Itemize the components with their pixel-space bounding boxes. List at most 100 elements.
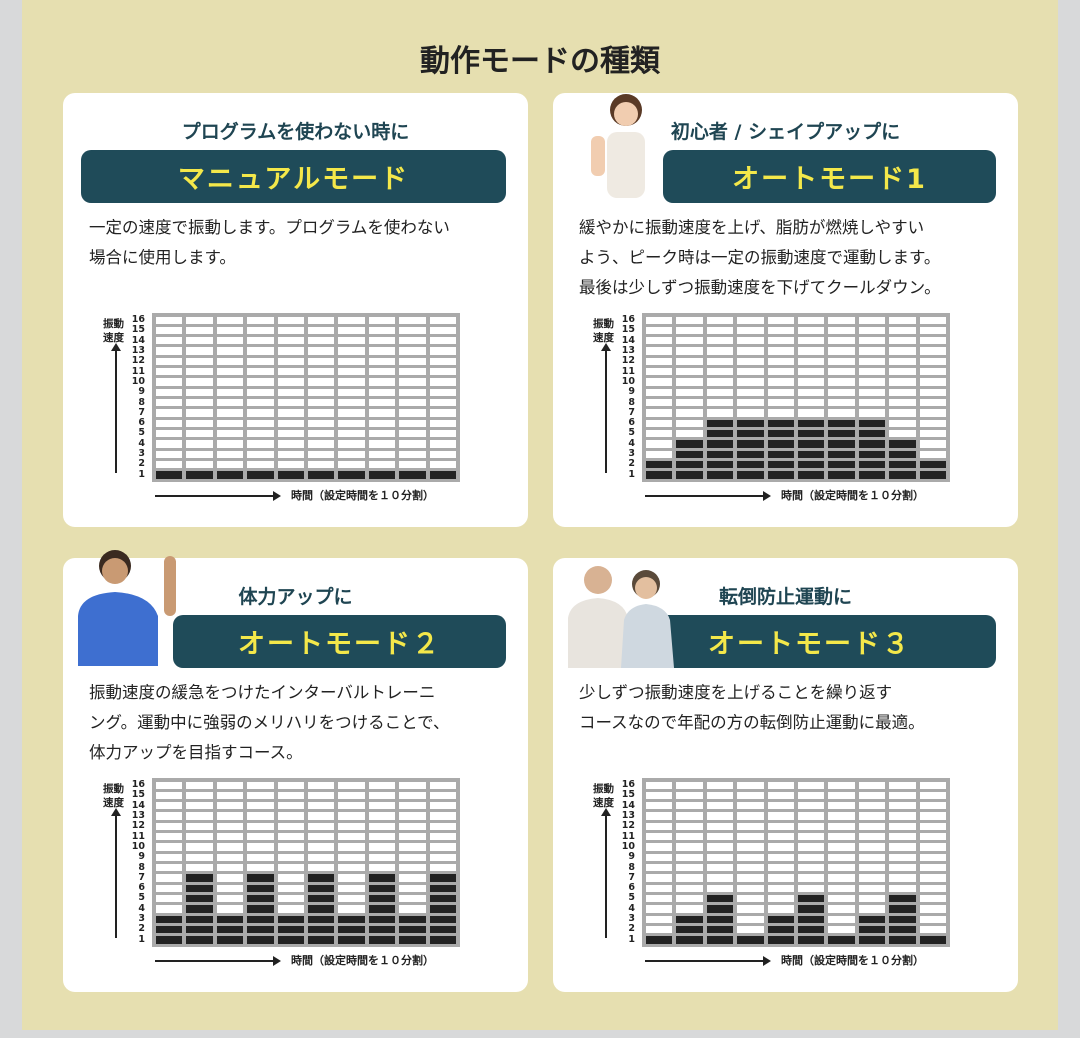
- grid-cell: [646, 833, 673, 841]
- grid-cell: [368, 326, 396, 335]
- grid-cell: [706, 864, 734, 872]
- grid-cell: [308, 326, 335, 335]
- grid-cell: [646, 874, 673, 882]
- grid-cell: [919, 357, 946, 366]
- bar-segment: [429, 936, 456, 944]
- bar-segment: [706, 894, 734, 903]
- grid-cell: [706, 812, 734, 820]
- bar-segment: [186, 915, 213, 923]
- bar-segment: [858, 460, 886, 469]
- grid-cell: [186, 822, 213, 831]
- grid-cell: [277, 460, 304, 469]
- y-tick-label: 12: [621, 820, 635, 832]
- grid-cell: [889, 781, 916, 789]
- grid-cell: [919, 450, 946, 458]
- grid-cell: [828, 843, 855, 851]
- grid-cell: [186, 812, 213, 820]
- grid-cell: [429, 429, 456, 438]
- grid-cell: [399, 791, 426, 800]
- grid-cell: [798, 781, 825, 789]
- grid-cell: [368, 812, 396, 820]
- grid-cell: [338, 378, 365, 386]
- grid-cell: [889, 429, 916, 438]
- grid-cell: [338, 853, 365, 861]
- grid-cell: [216, 316, 244, 324]
- grid-cell: [798, 833, 825, 841]
- grid-cell: [919, 440, 946, 448]
- y-tick-label: 9: [138, 851, 145, 863]
- y-tick-label: 8: [628, 861, 635, 873]
- grid-cell: [676, 812, 703, 820]
- grid-cell: [308, 843, 335, 851]
- grid-cell: [216, 326, 244, 335]
- grid-cell: [828, 781, 855, 789]
- y-ticks: 1 2 3 4 5 6 7 8 9 10 11 12 13 14 15 16: [619, 313, 635, 482]
- grid-cell: [156, 357, 183, 366]
- grid-cell: [156, 347, 183, 355]
- grid-cell: [216, 874, 244, 882]
- grid-cell: [308, 781, 335, 789]
- grid-cell: [247, 316, 274, 324]
- grid-cell: [858, 802, 886, 810]
- grid-cell: [186, 460, 213, 469]
- grid-cell: [308, 316, 335, 324]
- grid-cell: [186, 843, 213, 851]
- grid-cell: [399, 440, 426, 448]
- grid-cell: [646, 316, 673, 324]
- x-axis-arrow: [155, 491, 281, 501]
- y-tick-label: 12: [131, 355, 145, 367]
- description-line: 体力アップを目指すコース。: [89, 743, 303, 762]
- y-tick-label: 16: [621, 314, 635, 325]
- bar-segment: [767, 925, 794, 934]
- bar-segment: [858, 471, 886, 479]
- bar-segment: [889, 905, 916, 913]
- grid-cell: [338, 337, 365, 345]
- grid-cell: [156, 378, 183, 386]
- y-tick-label: 8: [138, 861, 145, 873]
- bar-chart: 振動速度 1 2 3 4 5 6 7 8 9 10 11 12 13 14 15 16 時間（設定時間を１０分割）: [583, 776, 1003, 976]
- grid-cell: [676, 388, 703, 396]
- grid-cell: [399, 388, 426, 396]
- grid-cell: [308, 460, 335, 469]
- bar-segment: [368, 874, 396, 882]
- grid-cell: [767, 337, 794, 345]
- grid-cell: [919, 337, 946, 345]
- grid-cell: [828, 347, 855, 355]
- bar-segment: [338, 915, 365, 923]
- bar-segment: [889, 471, 916, 479]
- grid-cell: [186, 440, 213, 448]
- grid-cell: [706, 884, 734, 892]
- mode-title: オートモード２: [238, 629, 441, 660]
- y-axis-label: 振動速度: [593, 318, 614, 344]
- grid-cell: [919, 905, 946, 913]
- grid-cell: [186, 853, 213, 861]
- grid-cell: [156, 368, 183, 376]
- bar-segment: [889, 450, 916, 458]
- grid-cell: [277, 378, 304, 386]
- grid-cell: [798, 409, 825, 417]
- grid-cell: [706, 409, 734, 417]
- grid-cell: [858, 822, 886, 831]
- bar-segment: [798, 471, 825, 479]
- bar-segment: [308, 471, 335, 479]
- grid-cell: [919, 399, 946, 407]
- mode-title: オートモード３: [708, 629, 911, 660]
- page-title: 動作モードの種類: [420, 44, 660, 79]
- grid-cell: [399, 357, 426, 366]
- bar-segment: [676, 460, 703, 469]
- grid-cell: [277, 781, 304, 789]
- grid-cell: [676, 905, 703, 913]
- grid-cell: [308, 791, 335, 800]
- grid-cell: [308, 409, 335, 417]
- grid-cell: [798, 822, 825, 831]
- grid-cell: [676, 884, 703, 892]
- y-tick-label: 13: [131, 809, 145, 821]
- grid-cell: [828, 337, 855, 345]
- grid-cell: [737, 812, 764, 820]
- bar-segment: [216, 471, 244, 479]
- grid-cell: [676, 326, 703, 335]
- y-tick-label: 11: [621, 365, 635, 377]
- grid-cell: [399, 822, 426, 831]
- grid-cell: [156, 388, 183, 396]
- bar-segment: [216, 936, 244, 944]
